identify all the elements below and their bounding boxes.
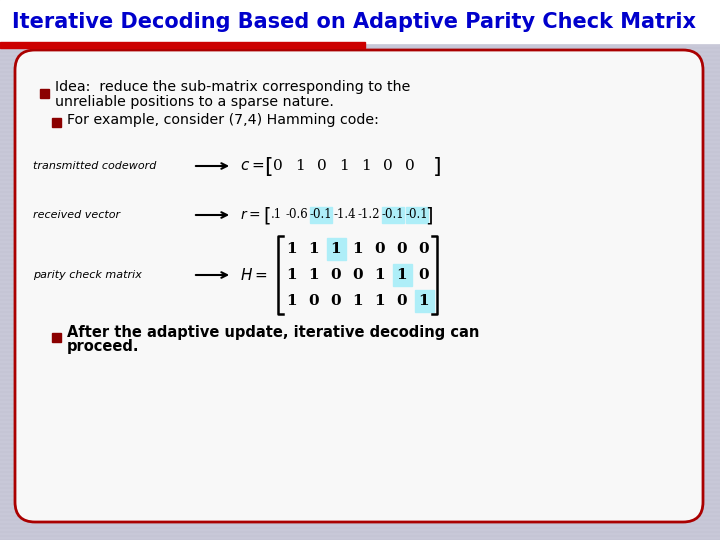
Text: 0: 0 xyxy=(397,242,408,256)
Text: parity check matrix: parity check matrix xyxy=(33,270,142,280)
Text: 0: 0 xyxy=(353,268,364,282)
Text: $[$: $[$ xyxy=(264,154,272,178)
Text: .1: .1 xyxy=(271,208,282,221)
Text: $r=$: $r=$ xyxy=(240,208,261,222)
Text: For example, consider (7,4) Hamming code:: For example, consider (7,4) Hamming code… xyxy=(67,113,379,127)
Text: 0: 0 xyxy=(317,159,327,173)
Text: 0: 0 xyxy=(273,159,283,173)
Text: -1.2: -1.2 xyxy=(358,208,380,221)
Text: 1: 1 xyxy=(309,268,319,282)
Text: 1: 1 xyxy=(353,242,364,256)
Text: 0: 0 xyxy=(330,294,341,308)
Text: 1: 1 xyxy=(374,268,385,282)
Bar xyxy=(52,333,61,342)
Text: 0: 0 xyxy=(397,294,408,308)
Bar xyxy=(0,0,720,43)
Text: 1: 1 xyxy=(330,242,341,256)
Text: $H=$: $H=$ xyxy=(240,267,268,283)
Text: 0: 0 xyxy=(383,159,393,173)
Text: proceed.: proceed. xyxy=(67,340,140,354)
Bar xyxy=(52,118,61,127)
Text: 1: 1 xyxy=(361,159,371,173)
Text: -1.4: -1.4 xyxy=(333,208,356,221)
Text: transmitted codeword: transmitted codeword xyxy=(33,161,156,171)
Bar xyxy=(326,238,346,260)
Text: $]$: $]$ xyxy=(432,154,441,178)
Text: After the adaptive update, iterative decoding can: After the adaptive update, iterative dec… xyxy=(67,326,480,341)
Text: 1: 1 xyxy=(287,268,297,282)
Text: 1: 1 xyxy=(309,242,319,256)
Text: $]$: $]$ xyxy=(425,205,433,226)
Text: Iterative Decoding Based on Adaptive Parity Check Matrix: Iterative Decoding Based on Adaptive Par… xyxy=(12,12,696,32)
Bar xyxy=(40,89,49,98)
Bar xyxy=(382,207,404,223)
Text: 0: 0 xyxy=(419,242,429,256)
Text: 1: 1 xyxy=(287,294,297,308)
Bar xyxy=(415,290,433,312)
FancyBboxPatch shape xyxy=(15,50,703,522)
Text: 1: 1 xyxy=(287,242,297,256)
Text: 0: 0 xyxy=(330,268,341,282)
Text: -0.1: -0.1 xyxy=(382,208,405,221)
Text: 1: 1 xyxy=(419,294,429,308)
Text: 0: 0 xyxy=(374,242,385,256)
Text: 1: 1 xyxy=(374,294,385,308)
Text: 0: 0 xyxy=(419,268,429,282)
Text: 0: 0 xyxy=(405,159,415,173)
Text: 1: 1 xyxy=(353,294,364,308)
Text: Idea:  reduce the sub-matrix corresponding to the: Idea: reduce the sub-matrix correspondin… xyxy=(55,80,410,94)
Text: received vector: received vector xyxy=(33,210,120,220)
Text: 0: 0 xyxy=(309,294,319,308)
Text: 1: 1 xyxy=(295,159,305,173)
Text: $[$: $[$ xyxy=(263,205,271,226)
Text: -0.1: -0.1 xyxy=(405,208,428,221)
Text: -0.1: -0.1 xyxy=(310,208,333,221)
Text: $c=$: $c=$ xyxy=(240,159,264,173)
Bar xyxy=(406,207,428,223)
Text: 1: 1 xyxy=(339,159,349,173)
Bar xyxy=(0,42,365,48)
Text: -0.6: -0.6 xyxy=(286,208,308,221)
Bar xyxy=(310,207,332,223)
Text: 1: 1 xyxy=(397,268,408,282)
Text: unreliable positions to a sparse nature.: unreliable positions to a sparse nature. xyxy=(55,95,334,109)
Bar xyxy=(392,264,412,286)
